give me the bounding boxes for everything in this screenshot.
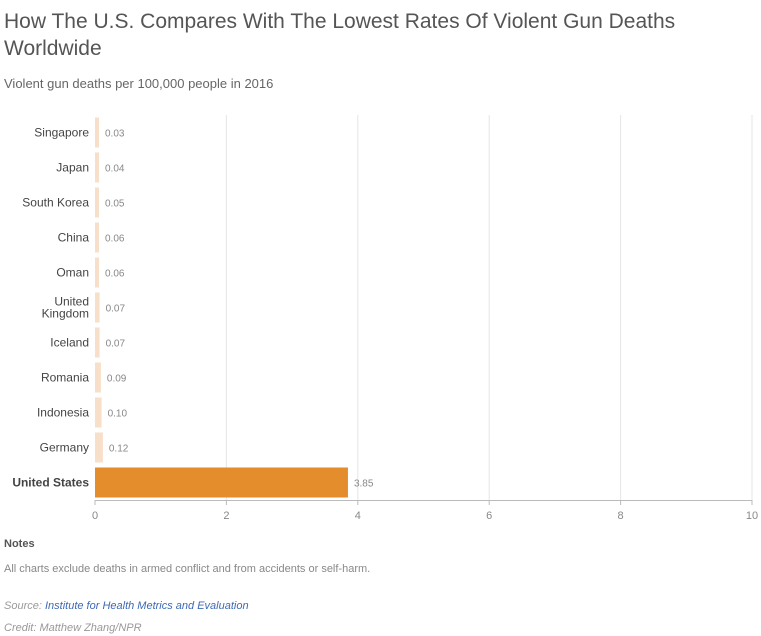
x-tick-label-8: 8 [618,510,624,522]
x-tick-label-4: 4 [355,510,361,522]
x-tick-label-2: 2 [223,510,229,522]
category-label-germany: Germany [40,441,89,455]
bar-china [95,222,99,253]
bar-japan [95,152,99,183]
x-axis: 0 2 4 6 8 10 [92,500,758,522]
bar-oman [95,257,99,288]
source-link[interactable]: Institute for Health Metrics and Evaluat… [44,600,249,612]
bars [95,117,348,498]
value-label-indonesia: 0.10 [108,409,128,420]
value-label-oman: 0.06 [105,269,125,280]
value-label-singapore: 0.03 [105,129,125,140]
category-label-united-states: United States [12,476,89,490]
bar-singapore [95,117,99,148]
bar-united-states [95,467,348,498]
credit-line: Credit: Matthew Zhang/NPR [4,622,142,634]
x-tick-label-6: 6 [486,510,492,522]
chart-subtitle: Violent gun deaths per 100,000 people in… [4,76,274,91]
category-label-iceland: Iceland [50,336,89,350]
x-tick-label-0: 0 [92,510,98,522]
value-labels: 0.03 0.04 0.05 0.06 0.06 0.07 0.07 0.09 0.10 0.12… [105,129,374,490]
value-label-germany: 0.12 [109,444,129,455]
category-label-indonesia: Indonesia [37,406,89,420]
bar-chart: Singapore Japan South Korea China Oman United… [12,115,758,522]
value-label-iceland: 0.07 [106,339,126,350]
category-label-singapore: Singapore [34,126,89,140]
value-label-china: 0.06 [105,234,125,245]
bar-germany [95,432,103,463]
source-prefix: Source: [4,600,45,612]
value-label-united-kingdom: 0.07 [106,304,126,315]
bar-romania [95,362,101,393]
category-label-china: China [58,231,90,245]
category-label-oman: Oman [56,266,89,280]
value-label-united-states: 3.85 [354,479,374,490]
category-label-japan: Japan [56,161,89,175]
notes-text: All charts exclude deaths in armed confl… [4,563,371,575]
bar-united-kingdom [95,292,100,323]
category-label-united-kingdom: United Kingdom [42,295,89,321]
notes-heading: Notes [4,538,35,550]
bar-indonesia [95,397,102,428]
bar-south-korea [95,187,99,218]
value-label-south-korea: 0.05 [105,199,125,210]
category-labels: Singapore Japan South Korea China Oman United… [12,126,89,490]
bar-iceland [95,327,100,358]
chart-title: How The U.S. Compares With The Lowest Ra… [4,10,676,60]
gridlines [225,115,753,500]
source-line: Source: Institute for Health Metrics and… [4,600,249,612]
x-tick-label-10: 10 [746,510,758,522]
value-label-romania: 0.09 [107,374,127,385]
category-label-south-korea: South Korea [22,196,89,210]
value-label-japan: 0.04 [105,164,125,175]
category-label-romania: Romania [41,371,89,385]
